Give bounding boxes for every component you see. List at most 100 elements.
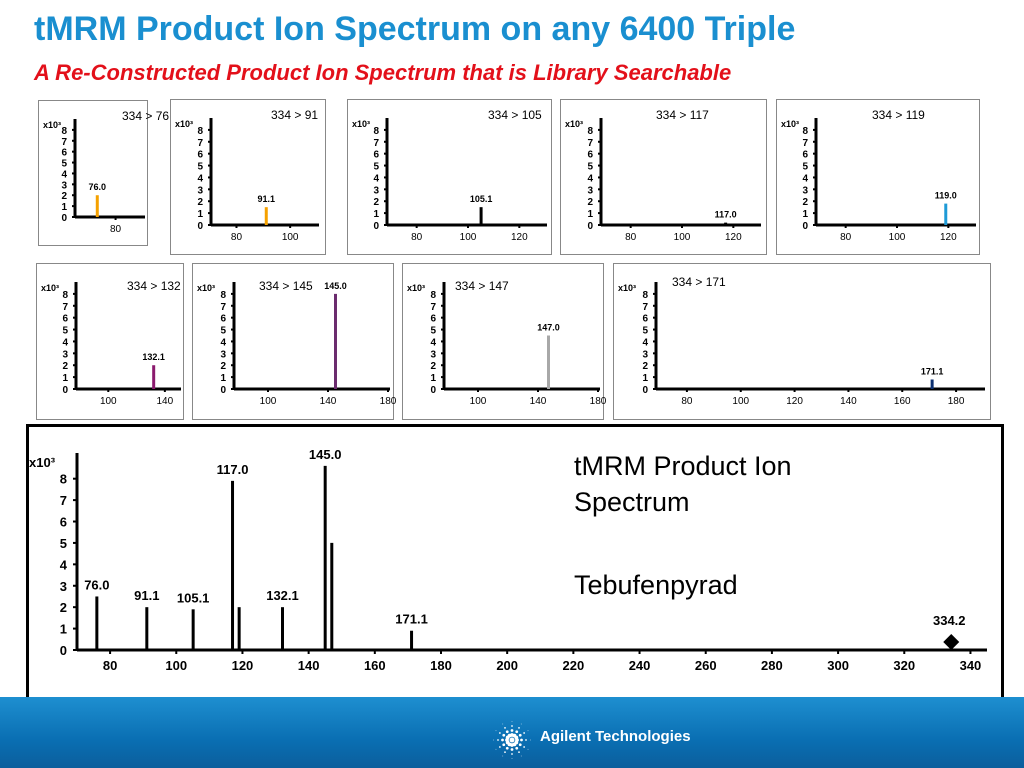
y-tick-label: 4 [61,169,67,180]
y-tick-label: 2 [802,197,808,208]
x-tick-label: 160 [894,396,911,407]
x-tick-label: 100 [282,232,299,243]
x-tick-label: 140 [320,396,337,407]
y-multiplier-label: x10³ [618,283,636,293]
y-tick-label: 7 [197,138,203,149]
company-logo-text: Agilent Technologies [540,728,691,745]
y-tick-label: 7 [61,137,67,148]
y-tick-label: 4 [60,557,68,572]
main-spectrum-chart: x10³ 8 7 6 5 4 3 2 1 0 80 100 120 140 160 180 200 220 240 2… [29,447,987,673]
logo-dot [511,753,513,755]
logo-dot [502,743,506,747]
y-tick-label: 8 [802,126,808,137]
panel-title: 334 > 171 [672,275,726,289]
y-tick-label: 2 [61,191,67,202]
y-tick-label: 3 [197,185,203,196]
y-tick-label: 7 [642,302,648,313]
y-tick-label: 8 [61,126,67,137]
panel-title: 334 > 132 [127,279,181,293]
y-tick-label: 2 [197,197,203,208]
x-tick-label: 80 [681,396,693,407]
y-tick-label: 1 [802,209,808,220]
mrm-panel: 334 > 76 x10³ 8 7 6 5 4 3 2 1 0 80 76.0 [38,100,169,246]
logo-dot [514,735,519,740]
x-tick-label: 100 [732,396,749,407]
y-tick-label: 3 [642,349,648,360]
x-tick-label: 80 [625,232,637,243]
x-tick-label: 140 [840,396,857,407]
x-tick-label: 180 [948,396,965,407]
peak-label: 119.0 [935,191,957,201]
logo-dot [505,746,509,750]
logo-dot [525,739,527,741]
x-tick-label: 140 [530,396,547,407]
panel-title: 334 > 105 [488,108,542,122]
y-multiplier-label: x10³ [175,119,193,129]
precursor-diamond-icon [943,634,960,650]
y-tick-label: 6 [642,314,648,325]
x-tick-label: 180 [590,396,607,407]
peak-label: 76.0 [89,182,107,192]
y-tick-label: 1 [197,209,203,220]
logo-dot [518,751,520,754]
logo-dot [510,748,514,751]
x-tick-label: 100 [100,396,117,407]
peak-label: 147.0 [537,323,560,333]
y-tick-label: 8 [642,290,648,301]
mrm-panel: 334 > 119 x10³ 8 7 6 5 4 3 2 1 0 80 100 120 119.0 [776,99,980,255]
y-tick-label: 0 [802,221,808,232]
peak-label: 76.0 [84,577,109,592]
compound-name: Tebufenpyrad [574,570,738,600]
x-tick-label: 180 [430,658,452,673]
y-tick-label: 8 [197,126,203,137]
logo-dot [523,746,526,748]
logo-dot [502,723,504,725]
logo-center-dot [509,737,515,743]
x-tick-label: 260 [695,658,717,673]
footer-bar [0,697,1024,768]
y-tick-label: 8 [430,290,436,301]
y-tick-label: 6 [61,148,67,159]
logo-dot [497,739,499,741]
logo-dot [495,748,497,750]
logo-dot [520,723,522,725]
logo-dot [527,730,529,732]
y-tick-label: 1 [220,373,226,384]
y-tick-label: 3 [373,185,379,196]
panel-title: 334 > 76 [122,109,169,123]
logo-dot [502,755,504,757]
y-tick-label: 6 [802,150,808,161]
mrm-panel: 334 > 145 x10³ 8 7 6 5 4 3 2 1 0 100 140 180 145.0 [192,263,397,420]
x-tick-label: 80 [231,232,243,243]
y-tick-label: 5 [62,326,68,337]
x-tick-label: 340 [960,658,982,673]
peak-label: 132.1 [266,588,299,603]
mrm-panel: 334 > 132 x10³ 8 7 6 5 4 3 2 1 0 100 140 132.1 [36,263,184,420]
panel-title: 334 > 119 [872,108,925,122]
mrm-panel: 334 > 117 x10³ 8 7 6 5 4 3 2 1 0 80 100 120 117.0 [560,99,767,255]
logo-dot [511,725,513,727]
x-tick-label: 100 [260,396,277,407]
y-tick-label: 0 [642,385,648,396]
x-tick-label: 80 [411,232,423,243]
peak-label: 171.1 [395,612,428,627]
y-tick-label: 5 [373,162,379,173]
y-tick-label: 1 [60,622,67,637]
x-tick-label: 140 [298,658,320,673]
y-tick-label: 0 [430,385,436,396]
y-tick-label: 3 [430,349,436,360]
y-multiplier-label: x10³ [565,119,583,129]
y-tick-label: 6 [197,150,203,161]
y-tick-label: 7 [587,138,593,149]
y-tick-label: 4 [373,173,379,184]
precursor-label: 334.2 [933,613,966,628]
logo-dot [515,746,519,750]
mrm-panel: 334 > 105 x10³ 8 7 6 5 4 3 2 1 0 80 100 120 105.1 [347,99,552,255]
y-tick-label: 0 [197,221,203,232]
